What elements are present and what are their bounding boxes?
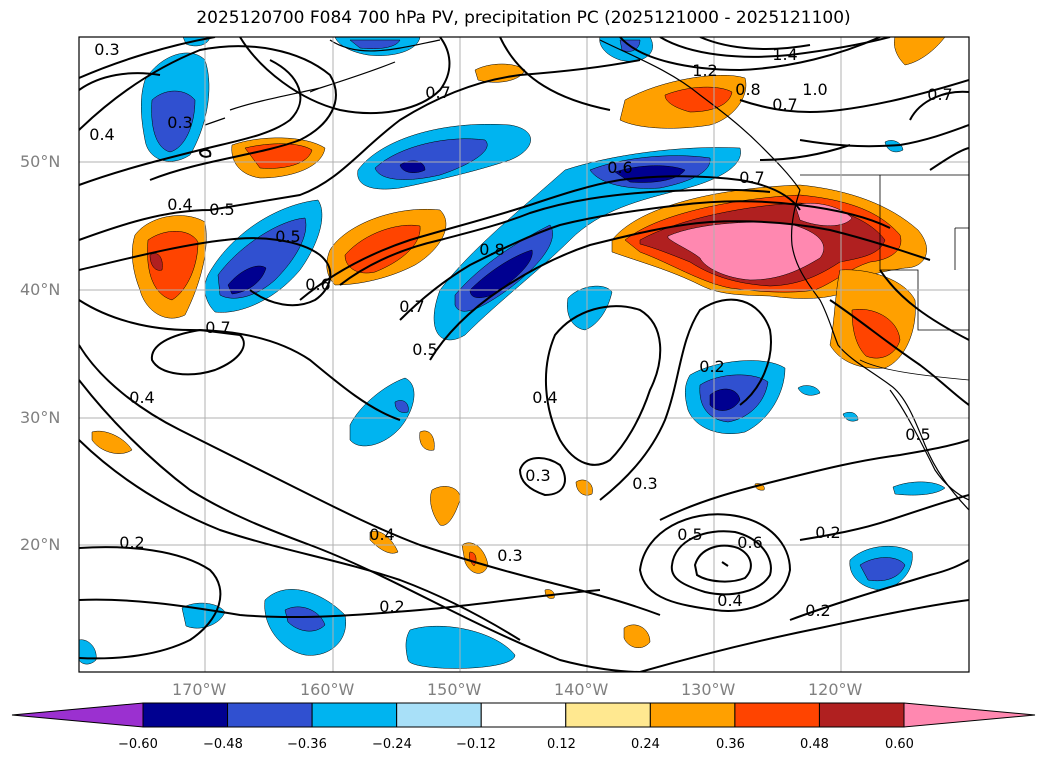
contour-label: 0.7: [739, 168, 764, 187]
colorbar-segments: [142, 702, 905, 728]
contour-label: 0.7: [927, 85, 952, 104]
colorbar-tick: 0.48: [800, 737, 829, 752]
colorbar-tick: 0.60: [885, 737, 914, 752]
lon-label-130w: 130°W: [681, 680, 736, 699]
contour-label: 0.7: [425, 83, 450, 102]
contour-label: 0.3: [167, 113, 192, 132]
coastlines: [204, 39, 969, 511]
coast-baja: [889, 389, 969, 501]
colorbar-segment: [396, 702, 482, 728]
contour-label: 0.6: [607, 158, 632, 177]
colorbar-tick: −0.24: [372, 737, 412, 752]
contour-label: 1.4: [772, 45, 797, 64]
contour-label: 0.4: [89, 125, 114, 144]
colorbar-tick: −0.36: [287, 737, 327, 752]
contour-label: 0.7: [399, 297, 424, 316]
lon-label-150w: 150°W: [427, 680, 482, 699]
contour-label: 0.4: [167, 195, 192, 214]
contour-label: 0.3: [525, 466, 550, 485]
precip-shading: [79, 37, 946, 669]
lat-label-40n: 40°N: [20, 280, 61, 299]
borders: [800, 174, 969, 381]
lat-label-20n: 20°N: [20, 535, 61, 554]
colorbar-extend-high: [903, 702, 1036, 728]
lat-label-50n: 50°N: [20, 152, 61, 171]
contour-label: 0.2: [379, 597, 404, 616]
colorbar-extend-low: [11, 702, 144, 728]
colorbar-segment: [565, 702, 651, 728]
map-frame: [78, 36, 970, 673]
pv-contours: [79, 37, 969, 672]
coast-alaska-aleutians: [204, 39, 441, 126]
coast-us-west: [790, 189, 969, 511]
colorbar-segment: [480, 702, 567, 728]
contour-label: 0.8: [479, 240, 504, 259]
colorbar-segment: [142, 702, 229, 728]
contour-label: 1.0: [802, 80, 827, 99]
colorbar-tick: −0.48: [203, 737, 243, 752]
contour-label: 0.3: [497, 546, 522, 565]
contour-label: 0.7: [772, 95, 797, 114]
colorbar: [11, 702, 1036, 728]
contour-label: 0.5: [677, 525, 702, 544]
colorbar-segment: [818, 702, 905, 728]
contour-label: 0.8: [735, 80, 760, 99]
lat-label-30n: 30°N: [20, 408, 61, 427]
gridlines: [79, 37, 969, 672]
contour-label: 0.6: [737, 533, 762, 552]
map-plot-area: 0.3 0.3 0.4 0.7 1.2 1.4 0.8 1.0 0.7 0.7 0.6 0.7 0.4 0…: [79, 37, 969, 672]
contour-label: 0.7: [205, 318, 230, 337]
contour-label: 0.4: [717, 591, 742, 610]
contour-label: 0.5: [905, 425, 930, 444]
contour-label: 1.2: [692, 61, 717, 80]
map-title: 2025120700 F084 700 hPa PV, precipitatio…: [196, 8, 851, 28]
colorbar-tick: −0.12: [456, 737, 496, 752]
colorbar-segment: [734, 702, 820, 728]
contour-label: 0.2: [119, 533, 144, 552]
contour-labels: 0.3 0.3 0.4 0.7 1.2 1.4 0.8 1.0 0.7 0.7 0.6 0.7 0.4 0…: [89, 40, 952, 620]
precip-negative-band-center: [433, 147, 741, 341]
lon-label-140w: 140°W: [554, 680, 609, 699]
contour-label: 0.4: [532, 388, 557, 407]
lon-label-120w: 120°W: [808, 680, 863, 699]
coast-se-alaska-bc: [599, 39, 801, 191]
contour-label: 0.5: [209, 200, 234, 219]
colorbar-tick: −0.60: [118, 737, 158, 752]
colorbar-tick: 0.24: [631, 737, 660, 752]
contour-label: 0.6: [305, 275, 330, 294]
contour-label: 0.3: [632, 474, 657, 493]
contour-label: 0.3: [94, 40, 119, 59]
contour-label: 0.4: [129, 388, 154, 407]
lon-label-160w: 160°W: [300, 680, 355, 699]
colorbar-tick: 0.12: [547, 737, 576, 752]
contour-label: 0.4: [369, 525, 394, 544]
contour-label: 0.5: [275, 227, 300, 246]
colorbar-tick: 0.36: [716, 737, 745, 752]
colorbar-segment: [311, 702, 398, 728]
colorbar-segment: [227, 702, 313, 728]
contour-label: 0.2: [805, 601, 830, 620]
colorbar-segment: [649, 702, 736, 728]
lon-label-170w: 170°W: [172, 680, 227, 699]
contour-label: 0.2: [699, 357, 724, 376]
contour-label: 0.2: [815, 523, 840, 542]
contour-label: 0.5: [412, 340, 437, 359]
